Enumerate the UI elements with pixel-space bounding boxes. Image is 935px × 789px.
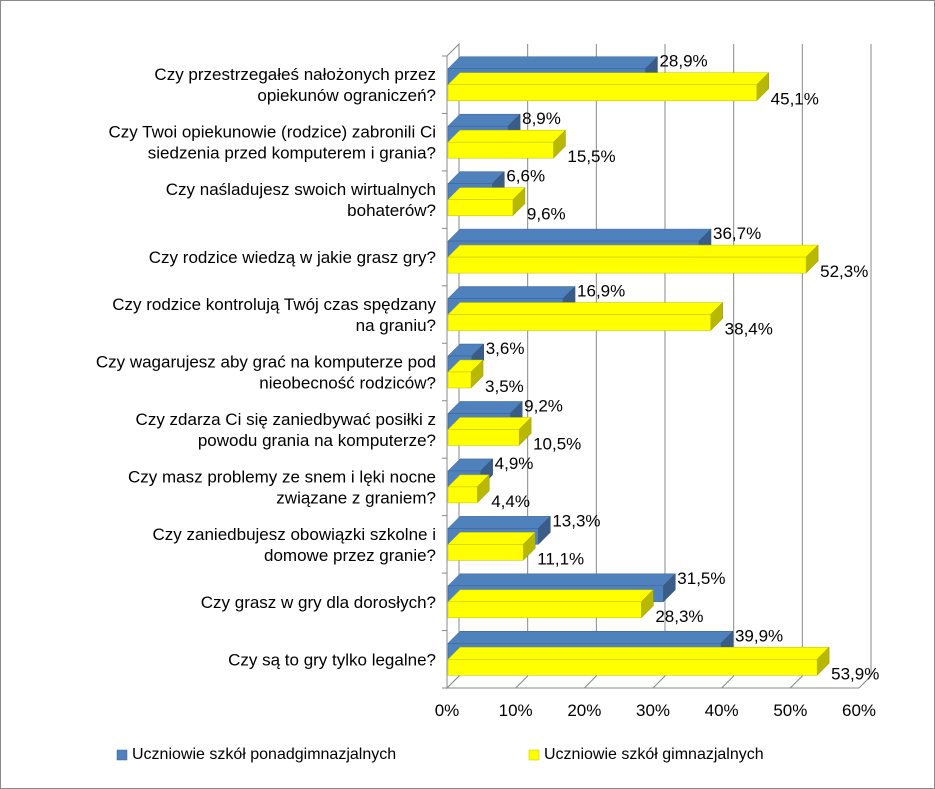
data-label: 36,7% bbox=[713, 224, 761, 243]
data-label: 38,4% bbox=[725, 320, 773, 339]
bar-top bbox=[447, 228, 712, 242]
data-label: 10,5% bbox=[533, 434, 581, 453]
data-label: 15,5% bbox=[567, 147, 615, 166]
bar bbox=[447, 256, 807, 274]
gridline-floor bbox=[721, 675, 735, 689]
category-label: Czy przestrzegałeś nałożonych przez bbox=[154, 65, 436, 84]
legend-label: Uczniowie szkół gimnazjalnych bbox=[544, 746, 764, 763]
data-label: 16,9% bbox=[577, 282, 625, 301]
category-label: na graniu? bbox=[356, 316, 436, 335]
category-label: Czy Twoi opiekunowie (rodzice) zabronili… bbox=[108, 123, 436, 142]
category-label: Czy zaniedbujesz obowiązki szkolne i bbox=[153, 525, 436, 544]
data-label: 11,1% bbox=[537, 549, 584, 568]
bar bbox=[447, 141, 554, 159]
x-tick-label: 60% bbox=[842, 701, 876, 720]
category-label: związane z graniem? bbox=[276, 488, 436, 507]
bar-top bbox=[447, 401, 523, 414]
x-tick-label: 40% bbox=[705, 701, 739, 720]
data-label: 31,5% bbox=[677, 569, 725, 588]
x-tick-label: 0% bbox=[435, 701, 460, 720]
bar-top bbox=[447, 573, 676, 587]
bar bbox=[447, 544, 524, 561]
data-label: 3,5% bbox=[485, 377, 524, 396]
data-label: 13,3% bbox=[552, 511, 600, 530]
bar bbox=[447, 486, 478, 504]
bar bbox=[447, 199, 514, 216]
data-label: 9,2% bbox=[524, 396, 563, 415]
category-label: Czy grasz w gry dla dorosłych? bbox=[201, 593, 436, 612]
bar-top bbox=[447, 56, 659, 69]
category-label: Czy zdarza Ci się zaniedbywać posiłki z bbox=[136, 410, 436, 429]
legend-label: Uczniowie szkół ponadgimnazjalnych bbox=[132, 746, 396, 763]
bar-top bbox=[447, 516, 551, 529]
category-label: Czy rodzice wiedzą w jakie grasz gry? bbox=[149, 248, 436, 267]
gridline-floor bbox=[789, 675, 803, 689]
gridline-floor bbox=[858, 675, 872, 689]
bar bbox=[447, 84, 757, 101]
data-label: 53,9% bbox=[831, 664, 879, 683]
x-tick-label: 50% bbox=[773, 701, 807, 720]
bar-top bbox=[447, 631, 734, 644]
bar bbox=[447, 429, 520, 446]
x-tick-label: 30% bbox=[636, 701, 670, 720]
bar bbox=[447, 371, 472, 389]
gridline-floor bbox=[583, 675, 597, 689]
data-label: 6,6% bbox=[506, 167, 545, 186]
category-label: Czy wagarujesz aby grać na komputerze po… bbox=[96, 353, 436, 372]
x-tick-label: 10% bbox=[499, 701, 533, 720]
bar-top bbox=[447, 589, 654, 603]
bar-top bbox=[447, 113, 521, 127]
x-tick-label: 20% bbox=[567, 701, 601, 720]
bar-top bbox=[447, 647, 830, 660]
legend-swatch bbox=[528, 749, 540, 761]
data-label: 45,1% bbox=[771, 90, 819, 109]
data-label: 28,3% bbox=[655, 607, 703, 626]
data-label: 3,6% bbox=[486, 339, 525, 358]
category-label: opiekunów ograniczeń? bbox=[257, 86, 436, 105]
bar-top bbox=[447, 244, 819, 258]
gridline-floor bbox=[652, 675, 666, 689]
data-label: 39,9% bbox=[735, 626, 783, 645]
bar-top bbox=[447, 417, 532, 430]
bar-top bbox=[447, 302, 724, 315]
gridline-floor bbox=[515, 675, 529, 689]
bar-top bbox=[447, 187, 526, 200]
bar bbox=[447, 314, 711, 331]
bar-top bbox=[447, 129, 567, 143]
category-label: siedzenia przed komputerem i grania? bbox=[148, 144, 436, 163]
data-label: 4,4% bbox=[491, 492, 530, 511]
bar bbox=[447, 659, 818, 676]
data-label: 8,9% bbox=[522, 109, 561, 128]
data-label: 9,6% bbox=[527, 205, 566, 224]
bar bbox=[447, 601, 642, 619]
category-label: Czy są to gry tylko legalne? bbox=[228, 650, 436, 669]
category-label: domowe przez granie? bbox=[264, 546, 436, 565]
category-label: Czy rodzice kontrolują Twój czas spędzan… bbox=[112, 295, 436, 314]
legend-swatch bbox=[116, 749, 128, 761]
bar-top bbox=[447, 532, 536, 545]
category-label: bohaterów? bbox=[347, 201, 436, 220]
bar-top bbox=[447, 72, 770, 85]
bar-top bbox=[447, 286, 576, 299]
category-label: Czy naśladujesz swoich wirtualnych bbox=[166, 180, 436, 199]
category-label: Czy masz problemy ze snem i lęki nocne bbox=[128, 467, 436, 486]
data-label: 4,9% bbox=[495, 454, 534, 473]
data-label: 52,3% bbox=[820, 262, 868, 281]
category-label: powodu grania na komputerze? bbox=[198, 431, 436, 450]
data-label: 28,9% bbox=[659, 52, 707, 71]
category-label: nieobecność rodziców? bbox=[259, 374, 436, 393]
